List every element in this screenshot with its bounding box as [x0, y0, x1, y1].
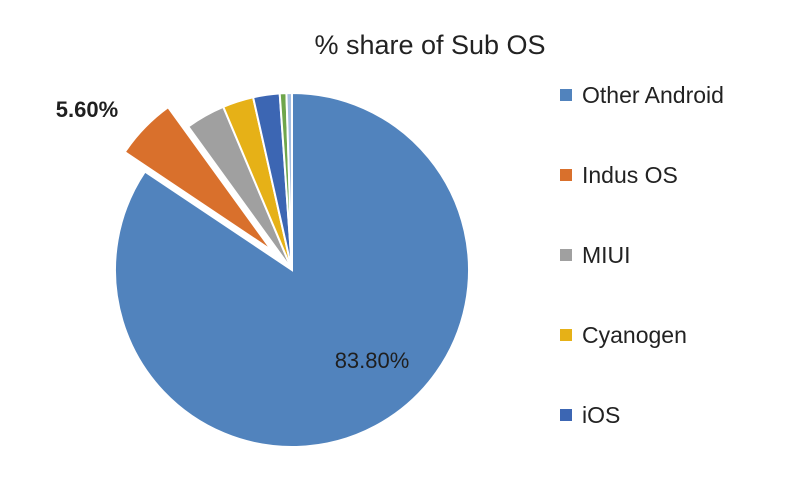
chart-title: % share of Sub OS	[314, 30, 546, 60]
legend-item-ios: iOS	[560, 400, 620, 430]
legend-label: MIUI	[582, 241, 631, 268]
legend-label: iOS	[582, 401, 621, 428]
legend-swatch	[560, 169, 572, 181]
legend-label: Other Android	[582, 81, 724, 108]
pie-slice-other-2	[285, 91, 293, 271]
legend-label: Indus OS	[582, 161, 678, 188]
data-label-indus-os: 5.60%	[56, 97, 118, 122]
legend-item-miui: MIUI	[560, 240, 631, 270]
data-label-other-android: 83.80%	[335, 348, 410, 373]
legend-swatch	[560, 409, 572, 421]
pie-slice-indus-os	[123, 105, 273, 252]
legend-label: Cyanogen	[582, 321, 687, 348]
legend-swatch	[560, 89, 572, 101]
legend-item-indus-os: Indus OS	[560, 160, 678, 190]
legend-item-other-android: Other Android	[560, 80, 724, 110]
legend-swatch	[560, 249, 572, 261]
legend-item-cyanogen: Cyanogen	[560, 320, 687, 350]
legend-swatch	[560, 329, 572, 341]
